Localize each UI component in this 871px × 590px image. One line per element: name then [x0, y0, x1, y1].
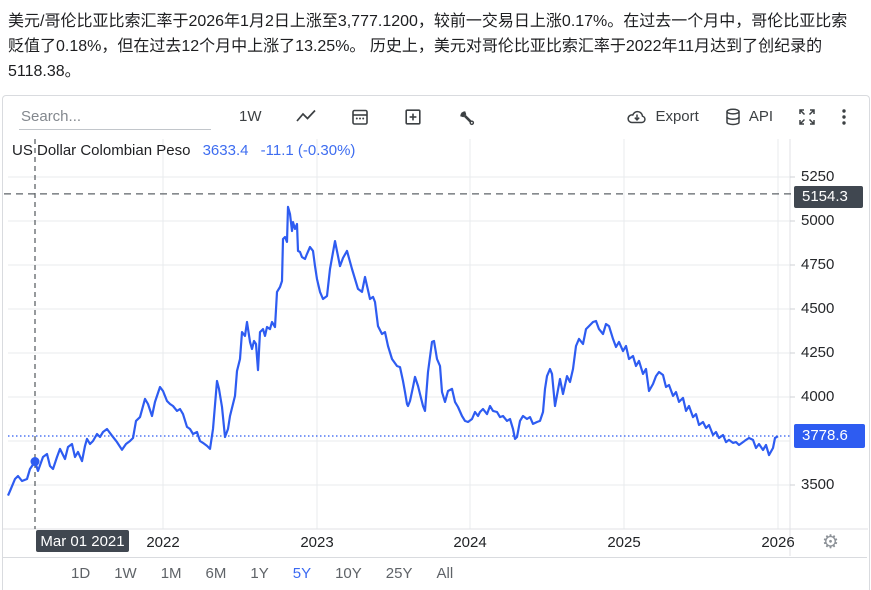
range-option-1m[interactable]: 1M	[160, 564, 182, 582]
range-selector: 1D 1W 1M 6M 1Y 5Y 10Y 25Y All	[3, 557, 867, 588]
cloud-download-icon	[627, 110, 647, 123]
chart-toolbar: 1W	[3, 96, 867, 137]
line-chart-icon	[295, 109, 316, 122]
export-button[interactable]: Export	[625, 107, 699, 127]
tools-button[interactable]	[456, 107, 476, 127]
y-axis-label: 4250	[801, 344, 835, 361]
y-axis-label: 4000	[801, 388, 835, 405]
calendar-button[interactable]	[350, 107, 370, 127]
range-option-1y[interactable]: 1Y	[250, 564, 269, 582]
x-axis-label: 2023	[300, 534, 334, 551]
interval-button[interactable]: 1W	[239, 108, 262, 125]
wrench-icon	[459, 110, 474, 125]
range-option-1w[interactable]: 1W	[114, 564, 137, 582]
record-price-badge: 5154.3	[794, 185, 863, 208]
x-axis-label: 2022	[146, 534, 180, 551]
kebab-menu-icon	[842, 108, 846, 125]
chart-type-button[interactable]	[295, 107, 317, 127]
api-button[interactable]: API	[723, 107, 773, 127]
y-axis-label: 4500	[801, 300, 835, 317]
range-option-1d[interactable]: 1D	[71, 564, 91, 582]
range-option-6m[interactable]: 6M	[205, 564, 227, 582]
x-axis-label: 2026	[761, 534, 795, 551]
search-input[interactable]	[19, 103, 211, 130]
hover-date-badge: Mar 01 2021	[36, 530, 129, 552]
series-title: US Dollar Colombian Peso	[12, 142, 191, 159]
database-icon	[726, 108, 740, 125]
range-option-10y[interactable]: 10Y	[335, 564, 362, 582]
y-axis-label: 5000	[801, 212, 835, 229]
api-label: API	[748, 108, 773, 125]
description-text: 美元/哥伦比亚比索汇率于2026年1月2日上涨至3,777.1200，较前一交易…	[8, 13, 848, 80]
chart-widget	[2, 95, 870, 590]
y-axis-label: 4750	[801, 256, 835, 273]
y-axis-label: 5250	[801, 168, 835, 185]
calendar-icon	[351, 109, 368, 125]
add-panel-button[interactable]	[403, 107, 423, 127]
x-axis-label: 2025	[607, 534, 641, 551]
range-option-all[interactable]: All	[436, 564, 454, 582]
export-label: Export	[655, 108, 699, 125]
fullscreen-icon	[799, 108, 815, 125]
price-change: -11.1 (-0.30%)	[260, 142, 356, 159]
range-option-5y[interactable]: 5Y	[292, 564, 312, 582]
plus-square-icon	[404, 108, 421, 125]
fullscreen-button[interactable]	[797, 107, 817, 127]
chart-legend: US Dollar Colombian Peso 3633.4 -11.1 (-…	[12, 142, 355, 159]
more-menu-button[interactable]	[841, 107, 847, 127]
price-value: 3633.4	[202, 142, 249, 159]
axis-settings-gear-icon[interactable]: ⚙	[816, 532, 845, 554]
x-axis-label: 2024	[453, 534, 487, 551]
current-price-badge: 3778.6	[794, 423, 865, 448]
range-option-25y[interactable]: 25Y	[385, 564, 413, 582]
y-axis-label: 3500	[801, 476, 835, 493]
